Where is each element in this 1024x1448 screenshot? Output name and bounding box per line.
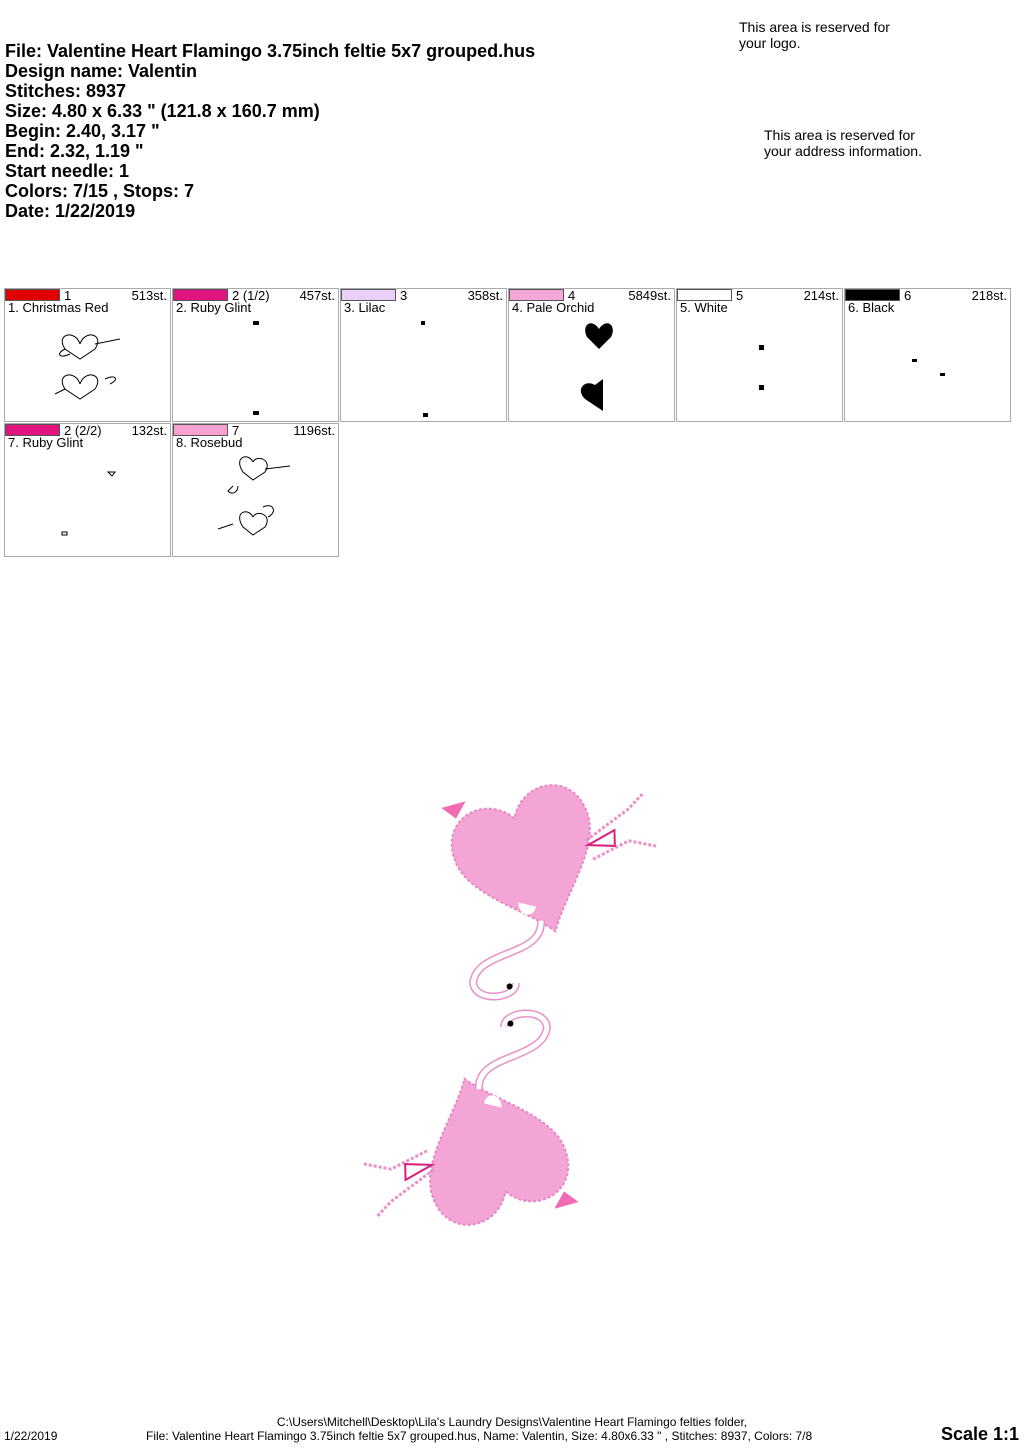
thumbnail [912,359,945,376]
color-swatch [5,424,60,436]
color-name: 2. Ruby Glint [176,300,252,315]
footer-date: 1/22/2019 [4,1429,58,1443]
header-line: Stitches: 8937 [5,81,127,101]
needle-number: 5 [736,288,744,303]
color-name: 6. Black [848,300,895,315]
color-cell: 2 (1/2) 457st. 2. Ruby Glint [172,288,339,422]
thumbnail [217,456,291,536]
header-line: End: 2.32, 1.19 " [5,141,144,161]
color-swatch [173,424,228,436]
footer-scale: Scale 1:1 [940,1424,1019,1444]
color-name: 8. Rosebud [176,435,243,450]
stitch-count: 1196st. [293,423,335,438]
needle-number: 1 [64,288,72,303]
color-name: 4. Pale Orchid [512,300,595,315]
stitch-count: 513st. [131,288,167,303]
needle-number: 7 [232,423,240,438]
stitch-count: 214st. [803,288,839,303]
color-cell: 4 5849st. 4. Pale Orchid [508,288,675,422]
header-line: Start needle: 1 [5,161,130,181]
needle-number: 6 [904,288,912,303]
stitch-count: 358st. [467,288,503,303]
color-name: 3. Lilac [344,300,386,315]
stitch-count: 132st. [131,423,167,438]
note-line: your logo. [739,35,801,51]
header-line: Begin: 2.40, 3.17 " [5,121,160,141]
color-swatch [677,289,732,301]
header-line: Colors: 7/15 , Stops: 7 [5,181,195,201]
thumbnail [759,345,764,390]
color-swatch [341,289,396,301]
stitch-count: 5849st. [628,288,671,303]
header-line: File: Valentine Heart Flamingo 3.75inch … [5,41,536,61]
thumbnail [580,323,613,411]
needle-number: 2 (2/2) [64,423,102,438]
color-name: 7. Ruby Glint [8,435,84,450]
color-cell: 6 218st. 6. Black [844,288,1011,422]
stitch-count: 218st. [971,288,1007,303]
thumbnail [421,321,428,417]
color-name: 1. Christmas Red [8,300,109,315]
thumbnail [253,321,259,415]
thumbnail [54,334,121,400]
color-cell: 2 (2/2) 132st. 7. Ruby Glint [4,423,171,557]
needle-number: 2 (1/2) [232,288,270,303]
stitch-count: 457st. [299,288,335,303]
note-line: This area is reserved for [739,19,890,35]
header-line: Date: 1/22/2019 [5,201,136,221]
color-cell: 1 513st. 1. Christmas Red [4,288,171,422]
color-swatch [845,289,900,301]
color-swatch [5,289,60,301]
thumbnail [61,471,116,536]
needle-number: 3 [400,288,408,303]
flamingo-bottom [328,1006,607,1268]
address-note: This area is reserved for your address in… [764,127,922,159]
color-cell: 7 1196st. 8. Rosebud [172,423,339,557]
footer-file: File: Valentine Heart Flamingo 3.75inch … [146,1429,813,1443]
design-preview [0,760,1024,1360]
note-line: This area is reserved for [764,127,915,143]
color-swatch [509,289,564,301]
color-name: 5. White [680,300,728,315]
color-swatch [173,289,228,301]
color-cell: 3 358st. 3. Lilac [340,288,507,422]
flamingo-top [413,760,692,1004]
needle-number: 4 [568,288,576,303]
logo-note: This area is reserved for your logo. [739,19,890,51]
color-cell: 5 214st. 5. White [676,288,843,422]
header-line: Design name: Valentin [5,61,198,81]
footer-path: C:\Users\Mitchell\Desktop\Lila's Laundry… [276,1415,748,1429]
note-line: your address information. [764,143,922,159]
header-line: Size: 4.80 x 6.33 " (121.8 x 160.7 mm) [5,101,320,121]
